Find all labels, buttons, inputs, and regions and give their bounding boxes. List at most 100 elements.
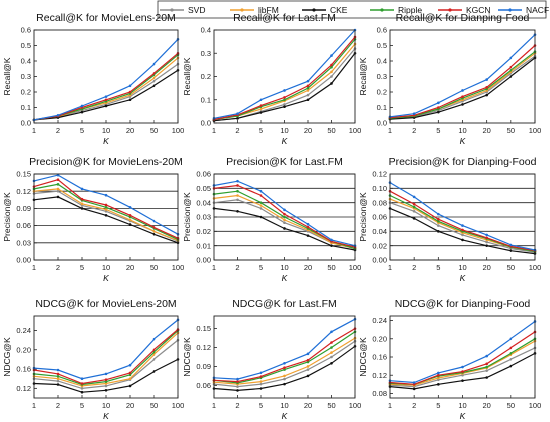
series-kgcn	[212, 35, 357, 121]
data-point	[461, 373, 464, 377]
y-tick-label: 0.15	[196, 324, 211, 333]
y-tick-label: 0.04	[196, 198, 211, 207]
y-tick-label: 0.12	[16, 187, 31, 196]
x-tick-label: 2	[412, 126, 416, 135]
chart-panel: Precision@K for MovieLens-20M 0.00 0.03 0.0…	[2, 156, 184, 283]
data-point	[330, 75, 333, 78]
series-line	[33, 332, 179, 387]
y-tick-label: 0.1	[377, 103, 387, 112]
y-axis-label: Precision@K	[182, 192, 192, 242]
y-tick-label: 0.2	[21, 88, 31, 97]
x-tick-label: 1	[388, 263, 392, 272]
x-tick-label: 10	[458, 126, 466, 135]
data-point	[236, 189, 239, 193]
data-point	[306, 360, 310, 364]
y-tick-label: 0.09	[16, 204, 31, 213]
x-axis-label: K	[282, 411, 288, 421]
x-tick-label: 2	[235, 263, 239, 272]
x-tick-label: 100	[529, 263, 542, 272]
series-line	[33, 54, 179, 121]
series-line	[389, 202, 536, 253]
series-ripple	[32, 329, 180, 386]
data-point	[330, 355, 333, 359]
x-tick-label: 1	[212, 263, 216, 272]
data-point	[330, 54, 333, 57]
legend-marker	[380, 8, 384, 12]
series-cke	[388, 207, 537, 255]
data-point	[330, 346, 333, 349]
chart-panel: Recall@K for Dianping-Food 0.0 0.1 0.2 0.3 0.…	[358, 12, 541, 146]
y-tick-label: 0.5	[21, 41, 31, 50]
data-point	[56, 173, 60, 177]
data-point	[283, 227, 286, 230]
x-tick-label: 2	[235, 126, 239, 135]
data-point	[509, 337, 513, 341]
series-svd	[212, 339, 357, 388]
data-point	[461, 238, 464, 242]
x-tick-label: 20	[126, 401, 134, 410]
chart-panel: Precision@K for Last.FM 0.00 0.01 0.02 0.03 0…	[182, 156, 361, 283]
chart-title: NDCG@K for Dianping-Food	[395, 298, 531, 310]
x-tick-label: 1	[32, 263, 36, 272]
chart-panel: NDCG@K for MovieLens-20M 0.12 0.16 0.20 0.24…	[2, 298, 184, 421]
y-tick-label: 0.4	[201, 26, 211, 35]
series-libfm	[32, 56, 180, 122]
x-tick-label: 2	[235, 401, 239, 410]
y-tick-label: 0.1	[21, 103, 31, 112]
data-point	[437, 110, 440, 114]
data-point	[259, 98, 263, 102]
data-point	[128, 363, 132, 367]
data-point	[283, 212, 286, 216]
data-point	[80, 104, 84, 108]
data-point	[152, 348, 156, 352]
data-point	[412, 381, 416, 384]
legend-label: Ripple	[398, 5, 422, 15]
data-point	[259, 204, 263, 207]
data-point	[437, 376, 440, 380]
data-point	[56, 379, 60, 383]
y-axis-label: Recall@K	[358, 57, 368, 95]
data-point	[128, 373, 132, 377]
series-libfm	[212, 42, 357, 121]
data-point	[461, 228, 464, 232]
x-axis-label: K	[460, 273, 466, 283]
series-line	[213, 52, 356, 122]
y-tick-label: 0.24	[372, 316, 387, 325]
data-point	[128, 84, 132, 88]
data-point	[80, 197, 84, 201]
x-tick-label: 50	[507, 126, 515, 135]
y-tick-label: 0.08	[372, 198, 387, 207]
data-point	[236, 389, 239, 392]
data-point	[283, 362, 286, 365]
data-point	[56, 372, 60, 376]
data-point	[509, 75, 513, 78]
data-point	[80, 390, 84, 394]
data-point	[104, 213, 108, 217]
x-tick-label: 20	[482, 126, 490, 135]
y-tick-label: 0.00	[372, 256, 387, 265]
x-tick-label: 100	[172, 401, 185, 410]
data-point	[128, 384, 132, 388]
data-point	[236, 198, 239, 202]
y-tick-label: 0.3	[21, 72, 31, 81]
data-point	[236, 184, 239, 187]
data-point	[104, 193, 108, 197]
y-tick-label: 0.20	[372, 334, 387, 343]
data-point	[104, 95, 108, 98]
chart-title: NDCG@K for Last.FM	[232, 298, 337, 310]
series-ripple	[32, 53, 180, 122]
data-point	[259, 207, 263, 210]
data-point	[104, 378, 108, 381]
data-point	[56, 183, 60, 186]
x-tick-label: 5	[80, 126, 84, 135]
data-point	[461, 233, 464, 237]
x-tick-label: 50	[507, 401, 515, 410]
x-tick-label: 50	[150, 401, 158, 410]
x-tick-label: 100	[349, 263, 362, 272]
data-point	[283, 218, 286, 222]
data-point	[437, 373, 440, 377]
data-point	[330, 341, 333, 344]
data-point	[259, 189, 263, 193]
data-point	[236, 377, 239, 381]
